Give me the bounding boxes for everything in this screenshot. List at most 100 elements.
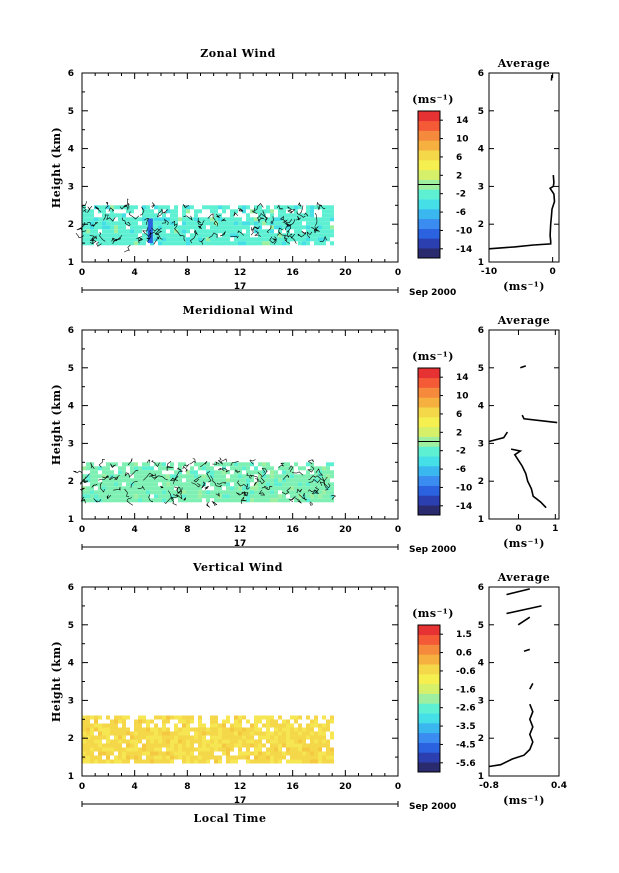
- heatmap-cell: [174, 474, 178, 479]
- heatmap-cell: [258, 719, 262, 724]
- heatmap-cell: [206, 478, 210, 483]
- y-tick-label: 1: [68, 515, 74, 525]
- heatmap-cell: [106, 241, 110, 246]
- heatmap-cell: [250, 498, 254, 503]
- heatmap-cell: [142, 494, 146, 499]
- heatmap-cell: [170, 751, 174, 756]
- heatmap-cell: [86, 715, 90, 720]
- heatmap-cell: [98, 474, 102, 479]
- contour-line: [269, 236, 277, 244]
- heatmap-cell: [290, 739, 294, 744]
- heatmap-cell: [174, 715, 178, 720]
- heatmap-cell: [226, 237, 230, 242]
- heatmap-cell: [154, 759, 158, 764]
- heatmap-cell: [254, 482, 258, 487]
- heatmap-cell: [202, 731, 206, 736]
- heatmap-cell: [186, 241, 190, 246]
- heatmap-cell: [186, 759, 190, 764]
- heatmap-cell: [266, 723, 270, 728]
- heatmap-cell: [234, 237, 238, 242]
- heatmap-cell: [250, 470, 254, 475]
- heatmap-cell: [306, 490, 310, 495]
- heatmap-cell: [142, 751, 146, 756]
- heatmap-cell: [286, 719, 290, 724]
- heatmap-cell: [306, 747, 310, 752]
- heatmap-cell: [150, 759, 154, 764]
- contour-line: [276, 232, 289, 237]
- average-y-tick-label: 2: [478, 220, 484, 230]
- heatmap-cell: [294, 731, 298, 736]
- heatmap-cell: [274, 221, 278, 226]
- contour-line: [253, 478, 260, 486]
- heatmap-cell: [198, 241, 202, 246]
- heatmap-cell: [270, 229, 274, 234]
- heatmap-cell: [126, 482, 130, 487]
- heatmap-cell: [210, 747, 214, 752]
- contour-line: [211, 500, 218, 506]
- contour-line: [278, 462, 285, 469]
- contour-line: [91, 483, 98, 488]
- heatmap-cell: [254, 470, 258, 475]
- heatmap-cell: [174, 205, 178, 210]
- heatmap-cell: [286, 221, 290, 226]
- heatmap-cell: [274, 486, 278, 491]
- heatmap-cell: [278, 751, 282, 756]
- heatmap-cell: [270, 470, 274, 475]
- heatmap-cell: [210, 719, 214, 724]
- heatmap-cell: [226, 217, 230, 222]
- contour-line: [166, 460, 172, 471]
- heatmap-cell: [298, 735, 302, 740]
- heatmap-cell: [246, 478, 250, 483]
- heatmap-cell: [238, 498, 242, 503]
- average-y-tick-label: 6: [478, 69, 484, 79]
- contour-line: [217, 457, 223, 465]
- heatmap-cell: [98, 731, 102, 736]
- heatmap-cell: [206, 466, 210, 471]
- heatmap-cell: [250, 474, 254, 479]
- heatmap-cell: [238, 747, 242, 752]
- heatmap-cell: [190, 715, 194, 720]
- heatmap-cell: [238, 715, 242, 720]
- heatmap-cell: [138, 751, 142, 756]
- heatmap-cell: [254, 747, 258, 752]
- heatmap-cell: [118, 474, 122, 479]
- heatmap-cell: [246, 217, 250, 222]
- heatmap-cell: [90, 486, 94, 491]
- colorbar-segment: [418, 377, 440, 388]
- heatmap-cell: [146, 486, 150, 491]
- heatmap-cell: [302, 498, 306, 503]
- heatmap-cell: [118, 205, 122, 210]
- heatmap-cell: [214, 478, 218, 483]
- heatmap-cell: [270, 494, 274, 499]
- heatmap-cell: [86, 221, 90, 226]
- heatmap-cell: [206, 494, 210, 499]
- heatmap-cell: [262, 751, 266, 756]
- heatmap-cell: [90, 727, 94, 732]
- colorbar-segment: [418, 742, 440, 753]
- heatmap-cell: [318, 743, 322, 748]
- heatmap-cell: [286, 478, 290, 483]
- heatmap-cell: [102, 723, 106, 728]
- heatmap-cell: [150, 755, 154, 760]
- heatmap-cell: [154, 225, 158, 230]
- heatmap-cell: [250, 462, 254, 467]
- heatmap-cell: [102, 743, 106, 748]
- heatmap-cell: [306, 723, 310, 728]
- heatmap-cell: [178, 490, 182, 495]
- colorbar-tick-label: -10: [456, 483, 472, 493]
- heatmap-cell: [242, 486, 246, 491]
- heatmap-cell: [266, 490, 270, 495]
- heatmap-cell: [102, 498, 106, 503]
- heatmap-cell: [278, 759, 282, 764]
- heatmap-cell: [278, 241, 282, 246]
- contour-line: [323, 482, 329, 491]
- heatmap-cell: [246, 466, 250, 471]
- heatmap-cell: [226, 731, 230, 736]
- colorbar-segment: [418, 397, 440, 408]
- heatmap-cell: [282, 731, 286, 736]
- heatmap-cell: [318, 217, 322, 222]
- heatmap-cell: [86, 217, 90, 222]
- heatmap-cell: [174, 731, 178, 736]
- heatmap-cell: [310, 233, 314, 238]
- heatmap-cell: [110, 225, 114, 230]
